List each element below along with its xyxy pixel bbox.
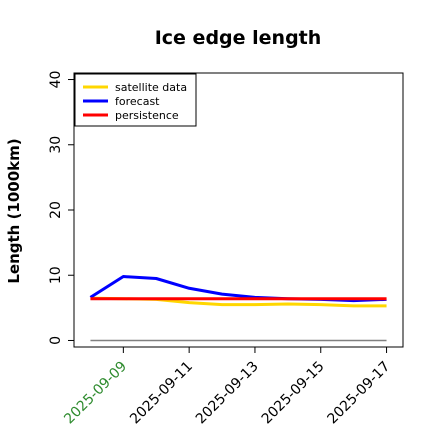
chart-title: Ice edge length bbox=[155, 27, 322, 49]
y-tick-label: 10 bbox=[48, 266, 64, 284]
x-tick-label: 2025-09-09 bbox=[61, 359, 130, 428]
legend-label: satellite data bbox=[115, 81, 187, 94]
y-tick-label: 20 bbox=[48, 201, 64, 219]
y-tick-label: 30 bbox=[48, 136, 64, 154]
x-tick-label: 2025-09-11 bbox=[127, 359, 196, 428]
x-tick-label: 2025-09-15 bbox=[259, 359, 328, 428]
legend-label: forecast bbox=[115, 95, 160, 108]
y-axis-label: Length (1000km) bbox=[5, 138, 23, 283]
y-tick-label: 0 bbox=[48, 336, 64, 345]
y-tick-label: 40 bbox=[48, 71, 64, 89]
series-line-1 bbox=[89, 275, 387, 303]
x-tick-label: 2025-09-13 bbox=[193, 359, 262, 428]
legend-label: persistence bbox=[115, 109, 179, 122]
x-tick-label: 2025-09-17 bbox=[325, 359, 394, 428]
